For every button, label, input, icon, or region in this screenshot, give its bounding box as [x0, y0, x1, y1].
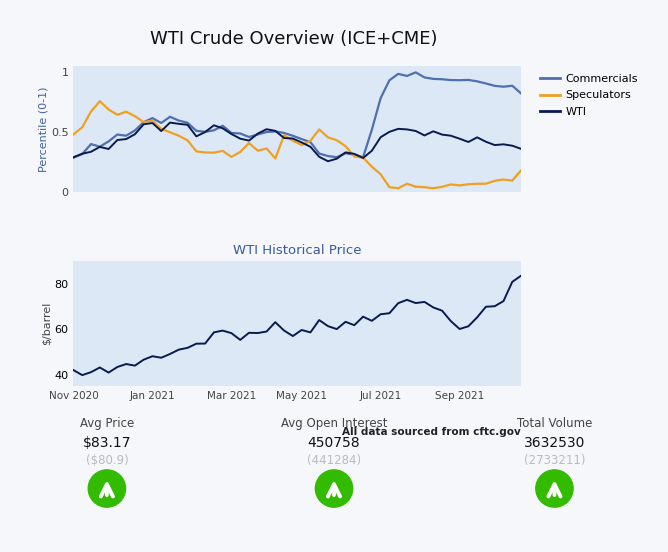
Text: All data sourced from cftc.gov: All data sourced from cftc.gov	[342, 427, 521, 437]
Text: WTI Crude Overview (ICE+CME): WTI Crude Overview (ICE+CME)	[150, 30, 438, 49]
Text: $83.17: $83.17	[83, 436, 131, 450]
Circle shape	[88, 470, 126, 507]
Y-axis label: Percentile (0-1): Percentile (0-1)	[38, 86, 48, 172]
Circle shape	[536, 470, 573, 507]
Title: WTI Historical Price: WTI Historical Price	[233, 244, 361, 257]
Text: (441284): (441284)	[307, 454, 361, 467]
Text: ($80.9): ($80.9)	[86, 454, 128, 467]
Circle shape	[315, 470, 353, 507]
Text: (2733211): (2733211)	[524, 454, 585, 467]
Text: Avg Open Interest: Avg Open Interest	[281, 417, 387, 430]
Text: Total Volume: Total Volume	[517, 417, 592, 430]
Text: 450758: 450758	[308, 436, 360, 450]
Y-axis label: $/barrel: $/barrel	[41, 302, 51, 346]
Text: 3632530: 3632530	[524, 436, 585, 450]
Text: Avg Price: Avg Price	[79, 417, 134, 430]
Legend: Commercials, Speculators, WTI: Commercials, Speculators, WTI	[536, 70, 643, 121]
